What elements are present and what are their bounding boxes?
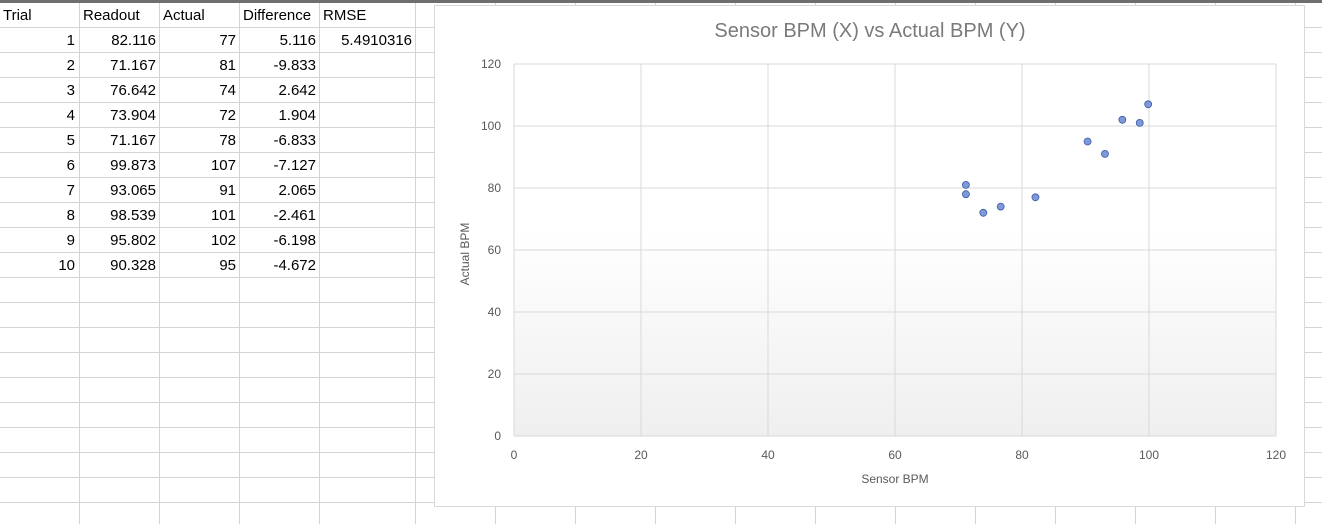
data-point: [1031, 193, 1040, 202]
x-axis-label: Sensor BPM: [861, 472, 928, 486]
cell-actual[interactable]: 101: [160, 203, 239, 227]
column-gridline: [159, 3, 160, 524]
x-tick-label: 60: [888, 448, 902, 462]
data-point: [979, 208, 988, 217]
cell-trial[interactable]: 5: [0, 128, 78, 152]
data-point: [1118, 115, 1127, 124]
header-actual[interactable]: Actual: [160, 3, 238, 27]
y-tick-label: 0: [494, 429, 501, 443]
y-tick-label: 80: [488, 181, 502, 195]
x-tick-label: 80: [1015, 448, 1029, 462]
cell-difference[interactable]: 5.116: [240, 28, 319, 52]
cell-readout[interactable]: 90.328: [80, 253, 159, 277]
header-rmse[interactable]: RMSE: [320, 3, 414, 27]
chart-title: Sensor BPM (X) vs Actual BPM (Y): [714, 20, 1025, 42]
cell-difference[interactable]: -9.833: [240, 53, 319, 77]
data-points: [962, 100, 1153, 217]
cell-trial[interactable]: 10: [0, 253, 78, 277]
cell-readout[interactable]: 73.904: [80, 103, 159, 127]
chart-canvas: Sensor BPM (X) vs Actual BPM (Y) 0 20 40 60…: [458, 20, 1287, 486]
cell-readout[interactable]: 99.873: [80, 153, 159, 177]
cell-trial[interactable]: 6: [0, 153, 78, 177]
cell-actual[interactable]: 102: [160, 228, 239, 252]
cell-readout[interactable]: 95.802: [80, 228, 159, 252]
y-tick-label: 40: [488, 305, 502, 319]
cell-trial[interactable]: 4: [0, 103, 78, 127]
data-point: [996, 202, 1005, 211]
data-point: [962, 180, 970, 189]
x-axis-ticks: 0 20 40 60 80 100 120: [511, 448, 1287, 462]
y-axis-label: Actual BPM: [458, 223, 472, 286]
cell-difference[interactable]: 2.065: [240, 178, 319, 202]
cell-readout[interactable]: 76.642: [80, 78, 159, 102]
cell-readout[interactable]: 71.167: [80, 53, 159, 77]
header-difference[interactable]: Difference: [240, 3, 319, 27]
data-point: [1083, 137, 1092, 146]
cell-trial[interactable]: 7: [0, 178, 78, 202]
y-tick-label: 20: [488, 367, 502, 381]
column-gridline: [239, 3, 240, 524]
top-border: [0, 0, 1322, 3]
data-point: [1144, 100, 1153, 109]
cell-readout[interactable]: 93.065: [80, 178, 159, 202]
cell-difference[interactable]: -6.833: [240, 128, 319, 152]
x-tick-label: 40: [761, 448, 775, 462]
cell-trial[interactable]: 3: [0, 78, 78, 102]
data-point: [962, 190, 970, 199]
x-tick-label: 20: [634, 448, 648, 462]
cell-actual[interactable]: 107: [160, 153, 239, 177]
cell-difference[interactable]: -6.198: [240, 228, 319, 252]
cell-trial[interactable]: 1: [0, 28, 78, 52]
cell-actual[interactable]: 91: [160, 178, 239, 202]
scatter-chart[interactable]: Sensor BPM (X) vs Actual BPM (Y) 0 20 40 60…: [434, 5, 1305, 507]
column-gridline: [79, 3, 80, 524]
cell-readout[interactable]: 98.539: [80, 203, 159, 227]
cell-actual[interactable]: 95: [160, 253, 239, 277]
cell-readout[interactable]: 82.116: [80, 28, 159, 52]
header-trial[interactable]: Trial: [0, 3, 78, 27]
cell-readout[interactable]: 71.167: [80, 128, 159, 152]
cell-rmse-value[interactable]: 5.4910316: [320, 28, 415, 52]
cell-actual[interactable]: 74: [160, 78, 239, 102]
column-gridline: [319, 3, 320, 524]
y-tick-label: 120: [481, 57, 501, 71]
data-point: [1135, 119, 1144, 127]
cell-trial[interactable]: 9: [0, 228, 78, 252]
cell-trial[interactable]: 2: [0, 53, 78, 77]
cell-actual[interactable]: 72: [160, 103, 239, 127]
column-gridline: [415, 3, 416, 524]
cell-actual[interactable]: 81: [160, 53, 239, 77]
gridlines: [513, 63, 1277, 437]
x-tick-label: 0: [511, 448, 518, 462]
x-tick-label: 100: [1139, 448, 1159, 462]
cell-difference[interactable]: -7.127: [240, 153, 319, 177]
y-axis-ticks: 0 20 40 60 80 100 120: [481, 57, 501, 443]
data-point: [1101, 149, 1109, 158]
cell-trial[interactable]: 8: [0, 203, 78, 227]
y-tick-label: 100: [481, 119, 501, 133]
cell-actual[interactable]: 78: [160, 128, 239, 152]
cell-difference[interactable]: -4.672: [240, 253, 319, 277]
cell-difference[interactable]: 1.904: [240, 103, 319, 127]
y-tick-label: 60: [488, 243, 502, 257]
x-tick-label: 120: [1266, 448, 1286, 462]
header-readout[interactable]: Readout: [80, 3, 158, 27]
cell-difference[interactable]: 2.642: [240, 78, 319, 102]
cell-difference[interactable]: -2.461: [240, 203, 319, 227]
cell-actual[interactable]: 77: [160, 28, 239, 52]
